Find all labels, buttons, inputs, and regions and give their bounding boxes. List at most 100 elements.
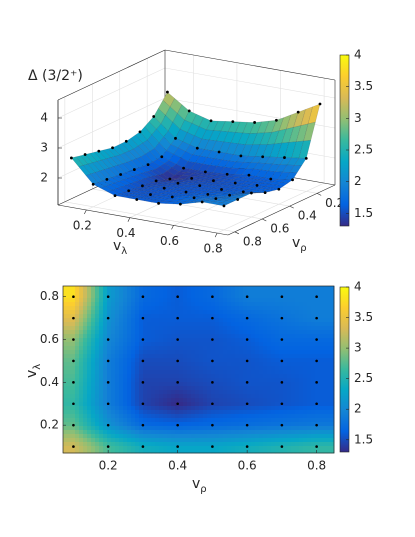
contour-cell	[203, 322, 208, 327]
contour-cell	[199, 406, 204, 411]
contour-cell	[211, 318, 216, 323]
contour-cell	[323, 374, 328, 379]
contour-cell	[259, 330, 264, 335]
contour-cell	[159, 290, 164, 295]
contour-cell	[219, 438, 224, 443]
contour-cell	[251, 310, 256, 315]
contour-cell	[279, 326, 284, 331]
contour-cell	[243, 358, 248, 363]
contour-cell	[91, 338, 96, 343]
contour-cell	[147, 450, 152, 454]
contour-cell	[255, 386, 260, 391]
contour-cell	[259, 430, 264, 435]
contour-cell	[299, 394, 304, 399]
contour-cell	[147, 294, 152, 299]
contour-cell	[139, 294, 144, 299]
contour-cell	[247, 374, 252, 379]
contour-cell	[155, 450, 160, 454]
contour-cell	[215, 302, 220, 307]
contour-cell	[207, 342, 212, 347]
contour-cell	[131, 426, 136, 431]
tick-mark	[317, 193, 322, 196]
contour-cell	[235, 414, 240, 419]
contour-cell	[299, 326, 304, 331]
contour-cell	[111, 354, 116, 359]
contour-cell	[287, 322, 292, 327]
contour-cell	[139, 370, 144, 375]
contour-cell	[175, 446, 180, 451]
contour-cell	[83, 350, 88, 355]
contour-cell	[127, 446, 132, 451]
contour-cell	[131, 294, 136, 299]
contour-cell	[187, 382, 192, 387]
contour-cell	[151, 438, 156, 443]
colorbar-tick-label: 4	[354, 280, 362, 294]
contour-cell	[331, 402, 335, 407]
contour-cell	[155, 354, 160, 359]
contour-cell	[207, 334, 212, 339]
contour-cell	[119, 370, 124, 375]
contour-cell	[143, 318, 148, 323]
axis-box	[57, 49, 166, 101]
contour-cell	[211, 382, 216, 387]
data-point	[113, 194, 117, 198]
data-point	[280, 359, 284, 363]
contour-cell	[163, 326, 168, 331]
contour-cell	[215, 342, 220, 347]
contour-cell	[179, 302, 184, 307]
contour-cell	[115, 438, 120, 443]
contour-cell	[139, 426, 144, 431]
contour-cell	[255, 354, 260, 359]
contour-cell	[143, 398, 148, 403]
contour-cell	[287, 438, 292, 443]
contour-cell	[283, 446, 288, 451]
contour-cell	[183, 398, 188, 403]
contour-cell	[223, 354, 228, 359]
contour-cell	[239, 382, 244, 387]
contour-cell	[259, 358, 264, 363]
x-axis-label: vρ	[292, 235, 307, 254]
contour-cell	[147, 338, 152, 343]
contour-cell	[115, 386, 120, 391]
contour-cell	[139, 418, 144, 423]
contour-cell	[307, 370, 312, 375]
contour-cell	[239, 334, 244, 339]
contour-cell	[323, 418, 328, 423]
contour-cell	[255, 330, 260, 335]
contour-cell	[219, 322, 224, 327]
tick-mark	[214, 232, 218, 238]
contour-cell	[243, 286, 248, 291]
contour-cell	[303, 410, 308, 415]
contour-cell	[63, 314, 68, 319]
contour-cell	[139, 298, 144, 303]
contour-cell	[159, 358, 164, 363]
contour-cell	[327, 414, 332, 419]
contour-cell	[159, 310, 164, 315]
contour-cell	[83, 294, 88, 299]
contour-cell	[275, 390, 280, 395]
contour-cell	[295, 446, 300, 451]
contour-cell	[163, 322, 168, 327]
contour-cell	[291, 446, 296, 451]
contour-cell	[167, 286, 172, 291]
contour-cell	[267, 414, 272, 419]
contour-cell	[239, 342, 244, 347]
contour-cell	[331, 286, 335, 291]
contour-cell	[251, 442, 256, 447]
contour-cell	[71, 334, 76, 339]
contour-cell	[291, 394, 296, 399]
contour-cell	[315, 430, 320, 435]
contour-cell	[67, 342, 72, 347]
contour-cell	[255, 294, 260, 299]
contour-cell	[67, 370, 72, 375]
contour-cell	[299, 410, 304, 415]
contour-cell	[259, 402, 264, 407]
contour-cell	[207, 350, 212, 355]
contour-cell	[163, 438, 168, 443]
contour-cell	[187, 418, 192, 423]
contour-cell	[303, 422, 308, 427]
contour-cell	[299, 358, 304, 363]
contour-cell	[255, 350, 260, 355]
contour-cell	[67, 414, 72, 419]
contour-cell	[307, 366, 312, 371]
